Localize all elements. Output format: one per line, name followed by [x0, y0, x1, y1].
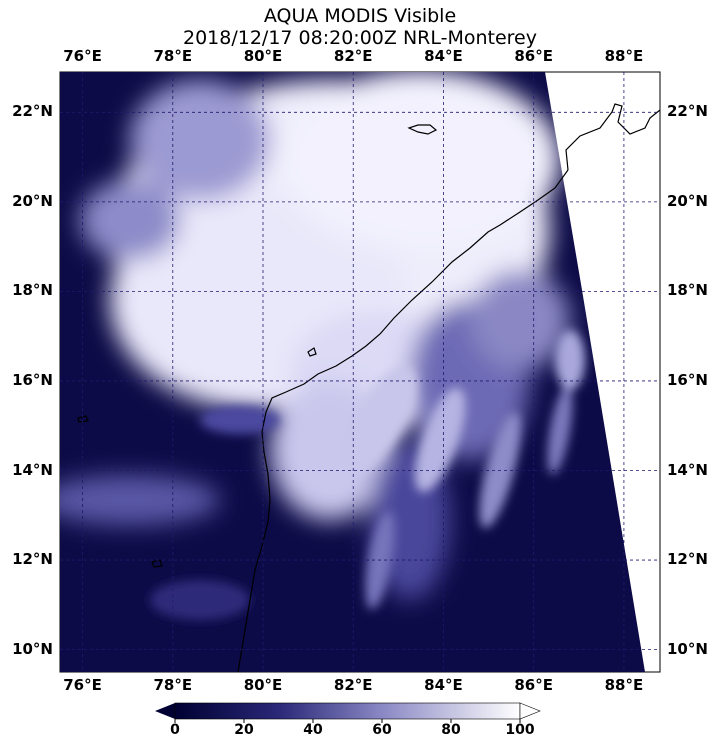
colorbar-tick-label: 40: [303, 722, 323, 738]
lat-tick-label-right: 20°N: [667, 191, 708, 210]
lat-tick-label-left: 12°N: [12, 550, 53, 569]
map-title-line1: AQUA MODIS Visible: [263, 5, 457, 27]
lon-tick-label-bottom: 84°E: [424, 676, 463, 694]
lat-tick-label-left: 20°N: [12, 191, 53, 210]
colorbar-tick-label: 0: [170, 722, 180, 738]
colorbar-high-arrow: [519, 702, 541, 720]
lon-tick-label-top: 78°E: [153, 47, 193, 65]
lat-tick-label-right: 16°N: [667, 370, 708, 389]
lon-tick-label-top: 86°E: [514, 47, 553, 65]
lon-tick-label-top: 84°E: [424, 47, 463, 65]
lon-tick-label-top: 82°E: [333, 47, 373, 65]
lat-tick-label-left: 18°N: [12, 281, 53, 300]
colorbar-tick-label: 20: [234, 722, 254, 738]
colorbar: [155, 702, 541, 723]
lat-tick-label-right: 18°N: [667, 281, 708, 300]
lat-tick-label-left: 22°N: [12, 102, 53, 121]
colorbar-tick-label: 100: [505, 722, 535, 738]
lat-tick-label-left: 10°N: [12, 639, 53, 658]
coastline: [77, 103, 661, 673]
lon-tick-label-top: 76°E: [63, 47, 102, 65]
lat-tick-label-left: 14°N: [12, 460, 53, 479]
lat-tick-label-right: 10°N: [667, 639, 708, 658]
lon-tick-label-top: 88°E: [604, 47, 644, 65]
colorbar-low-arrow: [155, 703, 175, 719]
lon-tick-label-bottom: 78°E: [153, 676, 193, 694]
colorbar-tick-label: 80: [441, 722, 461, 738]
lon-tick-label-top: 80°E: [243, 47, 283, 65]
lat-tick-label-left: 16°N: [12, 370, 53, 389]
satellite-swath: [60, 72, 645, 672]
lat-tick-label-right: 14°N: [667, 460, 708, 479]
lon-tick-label-bottom: 86°E: [514, 676, 553, 694]
lat-tick-label-right: 12°N: [667, 550, 708, 569]
map-title-line2: 2018/12/17 08:20:00Z NRL-Monterey: [183, 27, 537, 49]
colorbar-tick-label: 60: [372, 722, 392, 738]
lat-lon-gridlines: [60, 72, 660, 672]
lat-tick-label-right: 22°N: [667, 102, 708, 121]
lon-tick-label-bottom: 80°E: [243, 676, 283, 694]
lon-tick-label-bottom: 76°E: [63, 676, 102, 694]
cloud-mass: [60, 72, 570, 600]
cloud-texture: [150, 330, 585, 620]
colorbar-gradient: [174, 702, 521, 720]
lon-tick-label-bottom: 88°E: [604, 676, 644, 694]
lon-tick-label-bottom: 82°E: [333, 676, 373, 694]
